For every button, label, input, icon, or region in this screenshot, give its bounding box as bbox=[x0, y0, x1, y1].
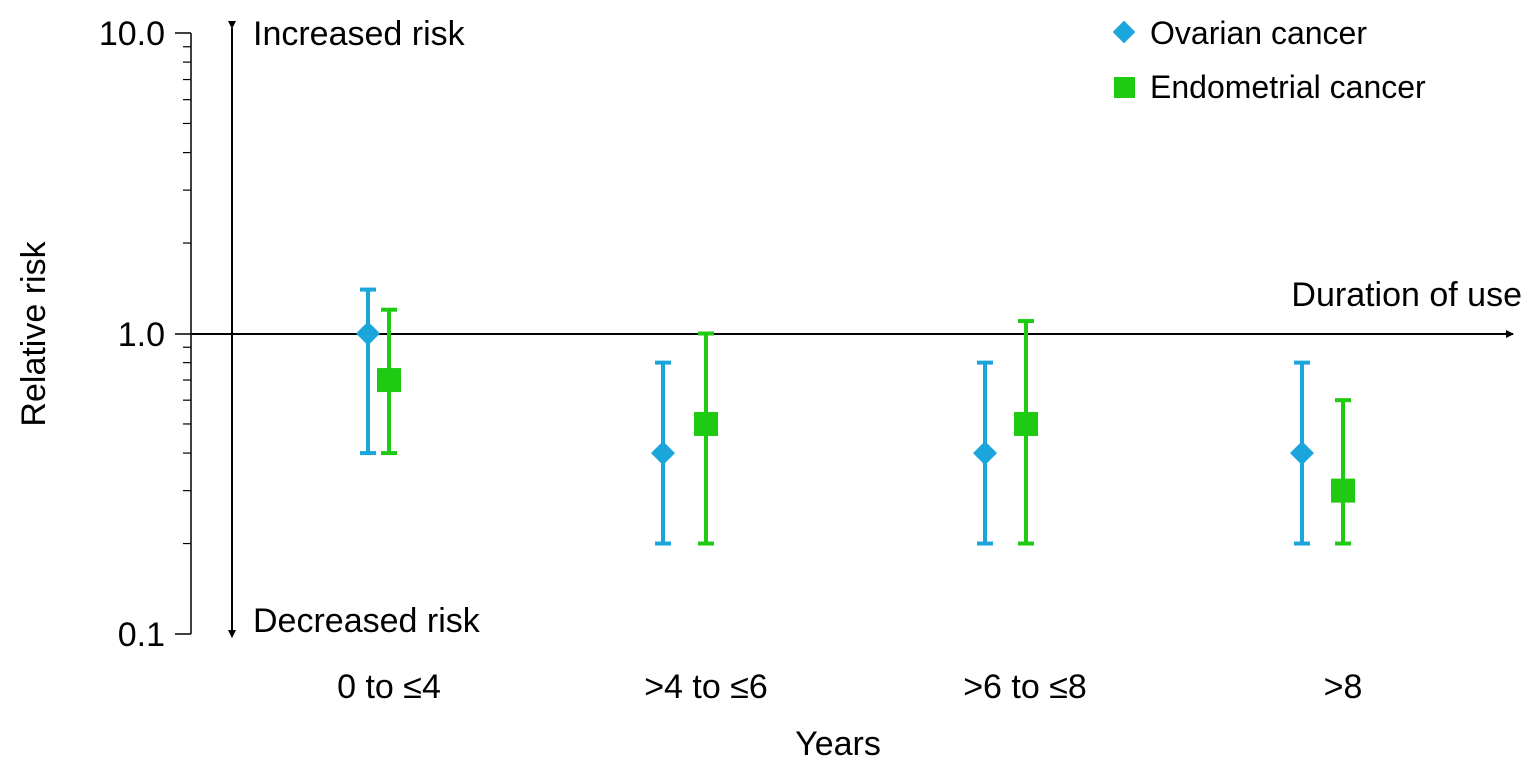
y-tick-label-1: 1.0 bbox=[118, 316, 165, 354]
x-category-labels: 0 to ≤4 >4 to ≤6 >6 to ≤8 >8 bbox=[337, 668, 1362, 706]
ovarian-point-2 bbox=[973, 441, 997, 466]
endometrial-point-0 bbox=[377, 368, 401, 393]
x-axis-title: Years bbox=[795, 725, 881, 761]
ovarian-point-1 bbox=[651, 441, 675, 466]
endometrial-point-2 bbox=[1014, 411, 1038, 436]
x-category-label-0: 0 to ≤4 bbox=[337, 668, 441, 706]
ovarian-point-0 bbox=[356, 321, 380, 346]
endometrial-point-1 bbox=[694, 411, 718, 436]
y-tick-label-10: 10.0 bbox=[99, 15, 165, 53]
y-tick-label-0.1: 0.1 bbox=[118, 616, 165, 654]
endometrial-point-3 bbox=[1331, 478, 1355, 503]
legend: Ovarian cancer Endometrial cancer bbox=[1112, 15, 1426, 105]
decreased-risk-label: Decreased risk bbox=[253, 602, 481, 640]
y-minor-ticks bbox=[183, 46, 191, 545]
legend-marker-ovarian bbox=[1112, 20, 1136, 44]
ovarian-point-3 bbox=[1290, 441, 1314, 466]
duration-label: Duration of use bbox=[1291, 276, 1522, 314]
y-axis-title: Relative risk bbox=[15, 240, 53, 426]
x-category-label-2: >6 to ≤8 bbox=[963, 668, 1087, 706]
x-category-label-1: >4 to ≤6 bbox=[644, 668, 768, 706]
y-axis: 10.0 1.0 0.1 bbox=[99, 15, 192, 654]
legend-label-ovarian: Ovarian cancer bbox=[1150, 15, 1367, 51]
x-category-label-3: >8 bbox=[1324, 668, 1363, 706]
data-marks bbox=[356, 287, 1355, 546]
increased-risk-label: Increased risk bbox=[253, 15, 466, 53]
legend-label-endometrial: Endometrial cancer bbox=[1150, 69, 1426, 105]
legend-marker-endometrial bbox=[1114, 77, 1135, 98]
